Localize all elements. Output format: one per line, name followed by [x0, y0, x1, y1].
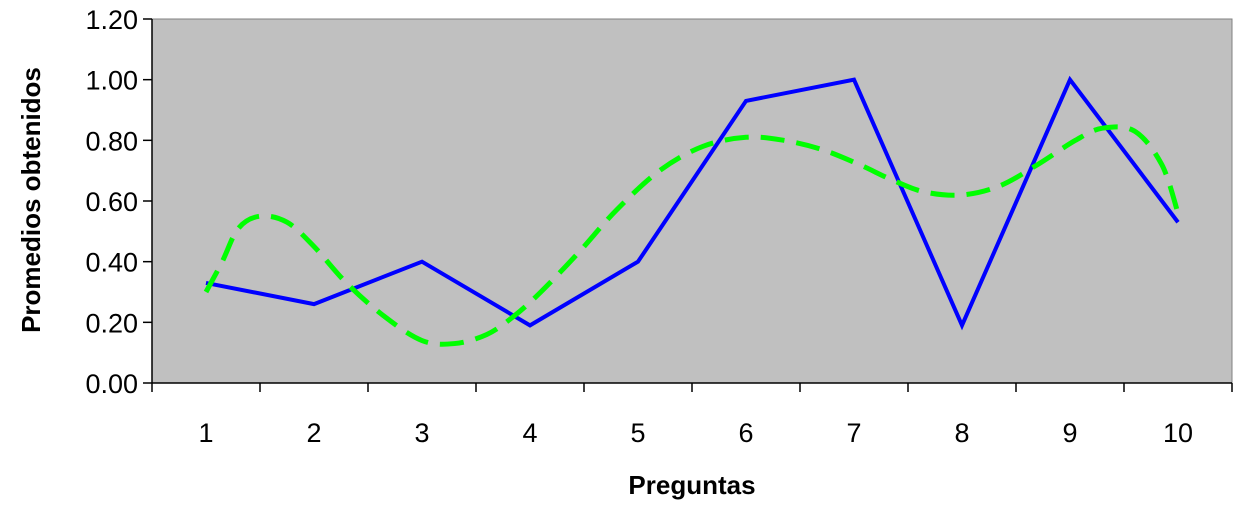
ticks-layer [143, 18, 1233, 392]
plot-area [151, 18, 1233, 384]
x-tick-label: 10 [1163, 418, 1193, 448]
series-solid-line [205, 75, 1180, 331]
y-tick-label: 1.00 [85, 66, 138, 96]
y-tick-label: 0.20 [85, 308, 138, 338]
y-tick-label: 0.00 [85, 369, 138, 399]
x-tick-label: 8 [954, 418, 969, 448]
x-tick-label: 7 [846, 418, 861, 448]
x-tick-label: 9 [1062, 418, 1077, 448]
series-dashed-line [203, 124, 1181, 347]
x-tick-label: 6 [738, 418, 753, 448]
x-tick-label: 4 [522, 418, 537, 448]
x-tick-label: 2 [306, 418, 321, 448]
x-tick-label: 3 [414, 418, 429, 448]
x-axis-title: Preguntas [628, 470, 755, 500]
x-tick-label: 5 [630, 418, 645, 448]
x-tick-label: 1 [198, 418, 213, 448]
y-tick-label: 1.20 [85, 5, 138, 35]
tick-labels-layer: 1 2 3 4 5 6 7 8 9 10 0.00 0.20 0.40 0.60 0.80 1.00 1.20 [85, 5, 1193, 448]
y-tick-label: 0.80 [85, 126, 138, 156]
y-axis-title: Promedios obtenidos [16, 67, 46, 333]
series-layer [203, 75, 1181, 347]
y-tick-label: 0.60 [85, 187, 138, 217]
y-tick-label: 0.40 [85, 248, 138, 278]
